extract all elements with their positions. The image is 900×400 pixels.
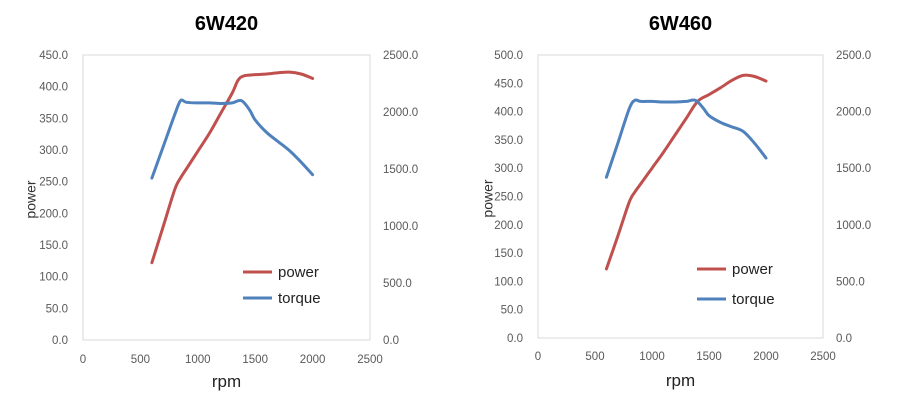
y-tick-label: 100.0 — [494, 276, 523, 288]
x-tick-label: 1000 — [639, 351, 665, 363]
y2-tick-label: 500.0 — [836, 276, 865, 288]
y-tick-label: 400.0 — [494, 107, 523, 119]
series-line-torque — [604, 98, 768, 179]
x-tick-label: 2500 — [357, 354, 383, 366]
y2-tick-label: 1500.0 — [383, 164, 418, 176]
x-tick-label: 2000 — [300, 354, 326, 366]
y2-tick-label: 0.0 — [383, 335, 399, 347]
x-axis-label: rpm — [212, 372, 241, 391]
y-tick-label: 450.0 — [39, 50, 68, 62]
y-tick-label: 100.0 — [39, 272, 68, 284]
y-tick-label: 0.0 — [52, 335, 68, 347]
y2-tick-label: 2000.0 — [836, 107, 871, 119]
y2-tick-label: 1000.0 — [383, 221, 418, 233]
y2-tick-label: 0.0 — [836, 333, 852, 345]
y-tick-label: 350.0 — [39, 113, 68, 125]
legend-label-torque: torque — [278, 290, 321, 307]
legend: power torque — [697, 261, 775, 308]
x-axis-label: rpm — [666, 371, 695, 390]
y-axis-label: power — [23, 180, 39, 218]
y-tick-label: 450.0 — [494, 78, 523, 90]
series-line-power — [604, 73, 768, 271]
x-tick-label: 0 — [535, 351, 541, 363]
y2-tick-label: 2500.0 — [836, 50, 871, 62]
y-tick-label: 50.0 — [46, 303, 68, 315]
x-tick-label: 500 — [585, 351, 604, 363]
y2-tick-label: 1500.0 — [836, 163, 871, 175]
legend-label-torque: torque — [732, 291, 775, 308]
y-tick-label: 200.0 — [494, 220, 523, 232]
chart-title: 6W420 — [195, 13, 258, 35]
plot-area — [537, 54, 824, 339]
series-line-torque — [150, 98, 315, 180]
legend-label-power: power — [278, 264, 319, 281]
y-tick-label: 250.0 — [39, 177, 68, 189]
chart-title: 6W460 — [649, 13, 712, 35]
y-tick-label: 200.0 — [39, 208, 68, 220]
x-tick-label: 1000 — [185, 354, 211, 366]
legend: power torque — [243, 264, 321, 307]
x-tick-label: 2500 — [810, 351, 836, 363]
y-tick-label: 500.0 — [494, 50, 523, 62]
y2-tick-label: 1000.0 — [836, 220, 871, 232]
y-axis-label: power — [480, 179, 496, 217]
x-tick-label: 1500 — [242, 354, 268, 366]
y-tick-label: 350.0 — [494, 135, 523, 147]
y-tick-label: 250.0 — [494, 192, 523, 204]
y-tick-label: 50.0 — [501, 305, 523, 317]
x-tick-label: 500 — [131, 354, 150, 366]
y-tick-label: 300.0 — [494, 163, 523, 175]
y2-tick-label: 2500.0 — [383, 50, 418, 62]
series-line-power — [150, 70, 315, 265]
left-chart: 6W420 0.0 50.0 100.0 150.0 200.0 250.0 300.0 350… — [23, 13, 418, 391]
x-tick-label: 2000 — [753, 351, 779, 363]
y-tick-label: 0.0 — [507, 333, 523, 345]
plot-area — [82, 54, 371, 341]
y-tick-label: 150.0 — [494, 248, 523, 260]
y-tick-label: 400.0 — [39, 82, 68, 94]
legend-label-power: power — [732, 261, 773, 278]
y-tick-label: 300.0 — [39, 145, 68, 157]
y2-tick-label: 500.0 — [383, 278, 412, 290]
right-chart: 6W460 0.0 50.0 100.0 150.0 200.0 250.0 300.0 350… — [480, 13, 871, 390]
x-tick-label: 0 — [80, 354, 86, 366]
x-tick-label: 1500 — [696, 351, 722, 363]
y2-tick-label: 2000.0 — [383, 107, 418, 119]
y-tick-label: 150.0 — [39, 240, 68, 252]
